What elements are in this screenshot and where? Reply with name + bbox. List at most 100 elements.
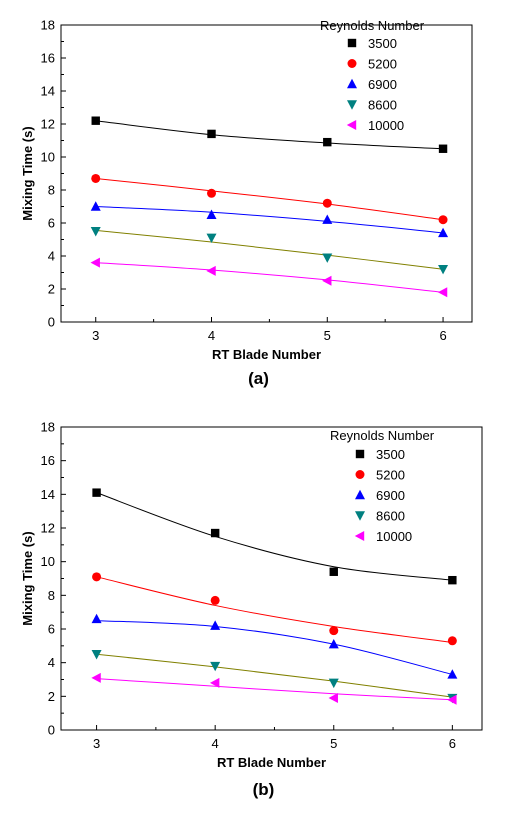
data-point-8600 xyxy=(210,661,221,672)
fit-line-5200 xyxy=(95,177,444,221)
legend-marker-8600 xyxy=(355,511,365,521)
y-tick-label: 4 xyxy=(48,655,55,670)
legend-marker-6900 xyxy=(355,489,365,500)
y-tick-label: 2 xyxy=(48,689,55,704)
data-point-10000 xyxy=(437,287,448,298)
legend-label-3500: 3500 xyxy=(368,36,397,51)
data-point-10000 xyxy=(91,672,101,683)
data-point-6900 xyxy=(206,209,217,219)
y-tick-label: 6 xyxy=(48,216,55,231)
legend-label-10000: 10000 xyxy=(368,118,404,133)
fit-line-10000 xyxy=(95,262,444,293)
y-tick-label: 16 xyxy=(41,453,55,468)
panel-label: (a) xyxy=(248,369,269,388)
legend-marker-6900 xyxy=(347,78,357,89)
data-point-3500 xyxy=(210,528,220,538)
data-point-6900 xyxy=(438,227,449,238)
fit-line-6900 xyxy=(96,620,453,675)
data-point-3500 xyxy=(323,137,332,147)
data-point-6900 xyxy=(210,620,221,630)
legend-label-8600: 8600 xyxy=(368,98,397,113)
data-point-3500 xyxy=(92,488,101,497)
data-point-5200 xyxy=(91,173,101,183)
x-tick-label: 3 xyxy=(92,328,99,343)
legend-label-5200: 5200 xyxy=(368,57,397,72)
data-point-10000 xyxy=(209,677,220,688)
data-point-5200 xyxy=(210,595,220,605)
data-point-3500 xyxy=(448,575,457,585)
fit-line-8600 xyxy=(95,229,444,270)
data-point-10000 xyxy=(322,275,332,286)
data-point-5200 xyxy=(329,626,339,636)
y-tick-label: 12 xyxy=(41,117,55,132)
data-point-5200 xyxy=(438,215,448,225)
data-point-3500 xyxy=(207,129,216,139)
data-point-8600 xyxy=(322,253,333,263)
data-point-10000 xyxy=(328,693,338,704)
panel-label: (b) xyxy=(253,780,275,799)
x-tick-label: 6 xyxy=(439,328,446,343)
legend-marker-10000 xyxy=(346,120,357,130)
data-point-6900 xyxy=(322,214,333,224)
data-point-3500 xyxy=(329,567,338,576)
x-tick-label: 5 xyxy=(330,736,337,751)
legend-marker-3500 xyxy=(347,38,357,48)
panel-b: 0 2 4 6 8 10 12 14 16 18 3 4 5 6 RT Blade Number Mixing… xyxy=(20,420,483,799)
y-tick-label: 12 xyxy=(41,521,55,536)
y-tick-label: 18 xyxy=(41,420,55,435)
data-point-8600 xyxy=(328,678,339,689)
fit-line-10000 xyxy=(96,678,453,701)
legend-marker-3500 xyxy=(355,449,365,459)
legend-label-10000: 10000 xyxy=(376,529,412,544)
plot-frame xyxy=(60,24,473,323)
data-point-6900 xyxy=(328,638,339,649)
data-point-8600 xyxy=(91,650,102,660)
data-point-5200 xyxy=(322,198,332,208)
data-point-5200 xyxy=(447,636,457,646)
y-axis-title: Mixing Time (s) xyxy=(20,126,35,220)
legend-marker-5200 xyxy=(347,59,357,68)
panel-a: 0 2 4 6 8 10 12 14 16 18 3 4 5 6 RT Blade Number Mixing… xyxy=(20,18,473,388)
legend-label-3500: 3500 xyxy=(376,447,405,462)
y-tick-label: 2 xyxy=(48,282,55,297)
data-point-6900 xyxy=(90,201,101,211)
y-tick-label: 10 xyxy=(41,150,55,165)
x-tick-label: 5 xyxy=(324,328,331,343)
y-tick-label: 0 xyxy=(48,723,55,738)
y-tick-label: 16 xyxy=(41,51,55,66)
legend-label-6900: 6900 xyxy=(376,488,405,503)
x-tick-label: 3 xyxy=(93,736,100,751)
plot-frame xyxy=(60,426,483,731)
legend-title: Reynolds Number xyxy=(320,18,425,33)
data-point-8600 xyxy=(206,233,217,244)
data-point-6900 xyxy=(447,669,458,679)
data-point-10000 xyxy=(447,694,457,705)
data-point-6900 xyxy=(91,613,102,624)
data-point-5200 xyxy=(207,188,217,198)
legend-marker-8600 xyxy=(347,100,357,110)
data-point-10000 xyxy=(206,265,216,276)
fit-line-3500 xyxy=(96,492,453,581)
legend-marker-10000 xyxy=(354,531,365,541)
fit-line-8600 xyxy=(96,653,453,698)
y-tick-label: 14 xyxy=(41,487,55,502)
x-tick-label: 6 xyxy=(449,736,456,751)
data-point-8600 xyxy=(90,227,101,237)
data-point-3500 xyxy=(438,144,448,153)
data-point-5200 xyxy=(92,572,102,582)
y-tick-label: 6 xyxy=(48,622,55,637)
legend-label-8600: 8600 xyxy=(376,509,405,524)
fit-line-6900 xyxy=(95,206,444,234)
legend-title: Reynolds Number xyxy=(330,428,435,443)
y-tick-label: 4 xyxy=(48,249,55,264)
data-point-10000 xyxy=(90,257,100,268)
data-point-3500 xyxy=(91,116,100,125)
y-tick-label: 8 xyxy=(48,183,55,198)
fit-line-5200 xyxy=(96,576,453,643)
y-tick-label: 8 xyxy=(48,588,55,603)
y-tick-label: 10 xyxy=(41,554,55,569)
x-axis-title: RT Blade Number xyxy=(212,347,321,362)
x-tick-label: 4 xyxy=(208,328,215,343)
y-tick-label: 18 xyxy=(41,18,55,33)
